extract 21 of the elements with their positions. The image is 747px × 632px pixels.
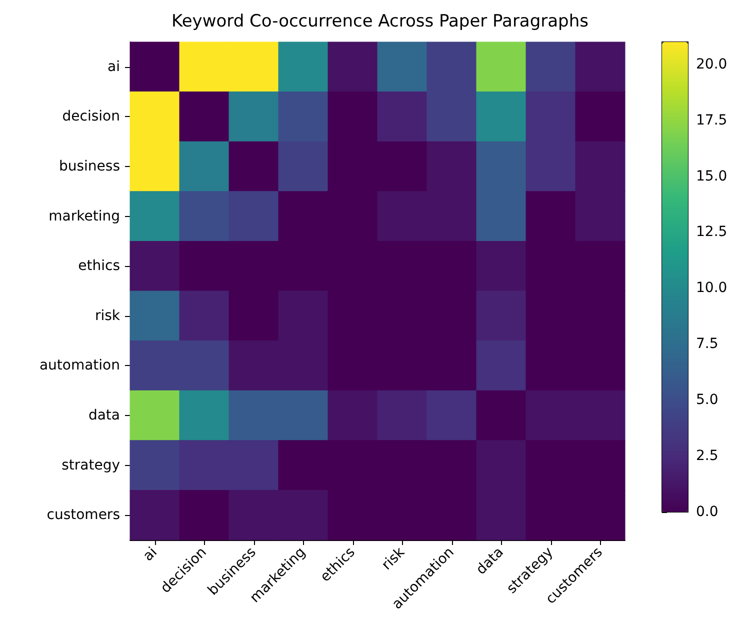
y-tick-label: customers: [46, 507, 120, 524]
color-bar-label: 12.5: [696, 224, 728, 240]
y-tick-label: risk: [94, 308, 121, 324]
color-bar-label: 2.5: [696, 448, 718, 464]
y-tick-label: ethics: [78, 258, 120, 274]
y-tick-label: decision: [62, 108, 120, 125]
color-bar-label: 5.0: [696, 392, 718, 408]
color-bar-label: 20.0: [696, 56, 728, 72]
color-bar-label: 7.5: [696, 336, 718, 352]
color-bar-label: 0.0: [696, 504, 718, 520]
y-tick-label: business: [58, 158, 120, 174]
chart-title: Keyword Co-occurrence Across Paper Paragraphs: [172, 12, 589, 32]
y-tick-label: ai: [108, 58, 120, 75]
color-bar-label: 17.5: [696, 112, 728, 128]
y-tick-label: automation: [39, 358, 120, 374]
y-tick-label: data: [88, 408, 120, 424]
y-tick-label: strategy: [62, 457, 120, 474]
color-bar-label: 15.0: [696, 168, 728, 184]
y-tick-label: marketing: [48, 208, 120, 224]
color-bar-label: 10.0: [696, 280, 728, 296]
x-tick-label: ai: [140, 544, 160, 564]
